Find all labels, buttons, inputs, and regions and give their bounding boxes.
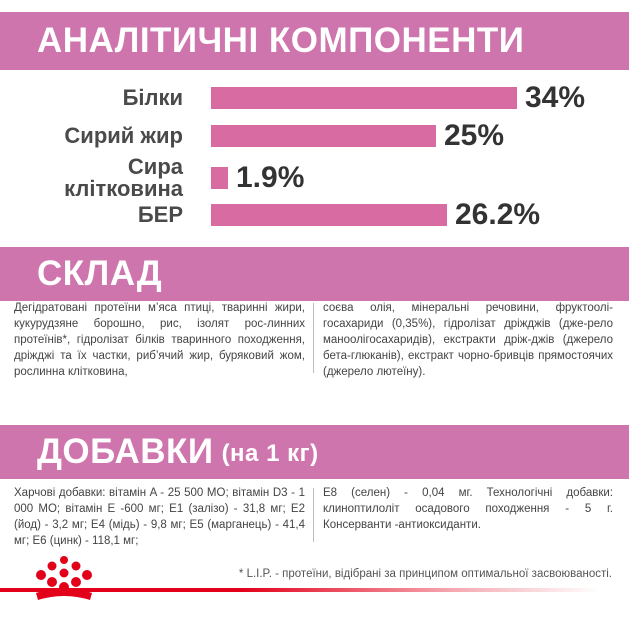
additives-subtitle: (на 1 кг) bbox=[221, 440, 319, 467]
chart-bar bbox=[211, 87, 517, 109]
chart-value-label: 34% bbox=[525, 81, 586, 114]
additives-banner: ДОБАВКИ (на 1 кг) bbox=[0, 425, 629, 479]
chart-category-label-line: БЕР bbox=[137, 202, 183, 227]
chart-bar bbox=[211, 167, 228, 189]
analysis-banner: АНАЛІТИЧНІ КОМПОНЕНТИ bbox=[0, 12, 629, 70]
chart-bar bbox=[211, 125, 436, 147]
composition-title: СКЛАД bbox=[37, 254, 163, 293]
chart-category-label-line: клітковина bbox=[64, 176, 183, 201]
composition-banner: СКЛАД bbox=[0, 247, 629, 301]
composition-divider bbox=[313, 303, 314, 373]
analysis-title: АНАЛІТИЧНІ КОМПОНЕНТИ bbox=[37, 21, 525, 60]
chart-bar bbox=[211, 204, 447, 226]
additives-divider bbox=[313, 488, 314, 542]
chart-category-label: БЕР bbox=[138, 204, 183, 226]
chart-category-label-line: Сирий жир bbox=[64, 123, 183, 148]
chart-category-label-line: Білки bbox=[122, 85, 183, 110]
royal-canin-crown-icon bbox=[33, 556, 95, 613]
composition-text-right: соєва олія, мінеральні речовини, фруктоо… bbox=[323, 302, 613, 378]
additives-text-left: Харчові добавки: вітамін A - 25 500 МО; … bbox=[14, 487, 305, 547]
footnote: * L.I.P. - протеїни, відібрані за принци… bbox=[238, 568, 612, 580]
chart-category-label-line: Сира bbox=[127, 154, 183, 179]
composition-text-left: Дегідратовані протеїни м’яса птиці, твар… bbox=[14, 302, 305, 378]
chart-category-label: Сирий жир bbox=[64, 125, 183, 147]
chart-category-label: Сира клітковина bbox=[64, 156, 183, 200]
chart-value-label: 25% bbox=[444, 119, 505, 152]
additives-text-right: E8 (селен) - 0,04 мг. Технологічні добав… bbox=[323, 487, 613, 531]
chart-value-label: 1.9% bbox=[236, 161, 305, 194]
chart-value-label: 26.2% bbox=[455, 198, 541, 231]
additives-title-main: ДОБАВКИ bbox=[37, 432, 214, 471]
additives-title: ДОБАВКИ (на 1 кг) bbox=[37, 425, 319, 479]
footer-brand-line bbox=[0, 588, 600, 592]
chart-category-label: Білки bbox=[123, 87, 183, 109]
